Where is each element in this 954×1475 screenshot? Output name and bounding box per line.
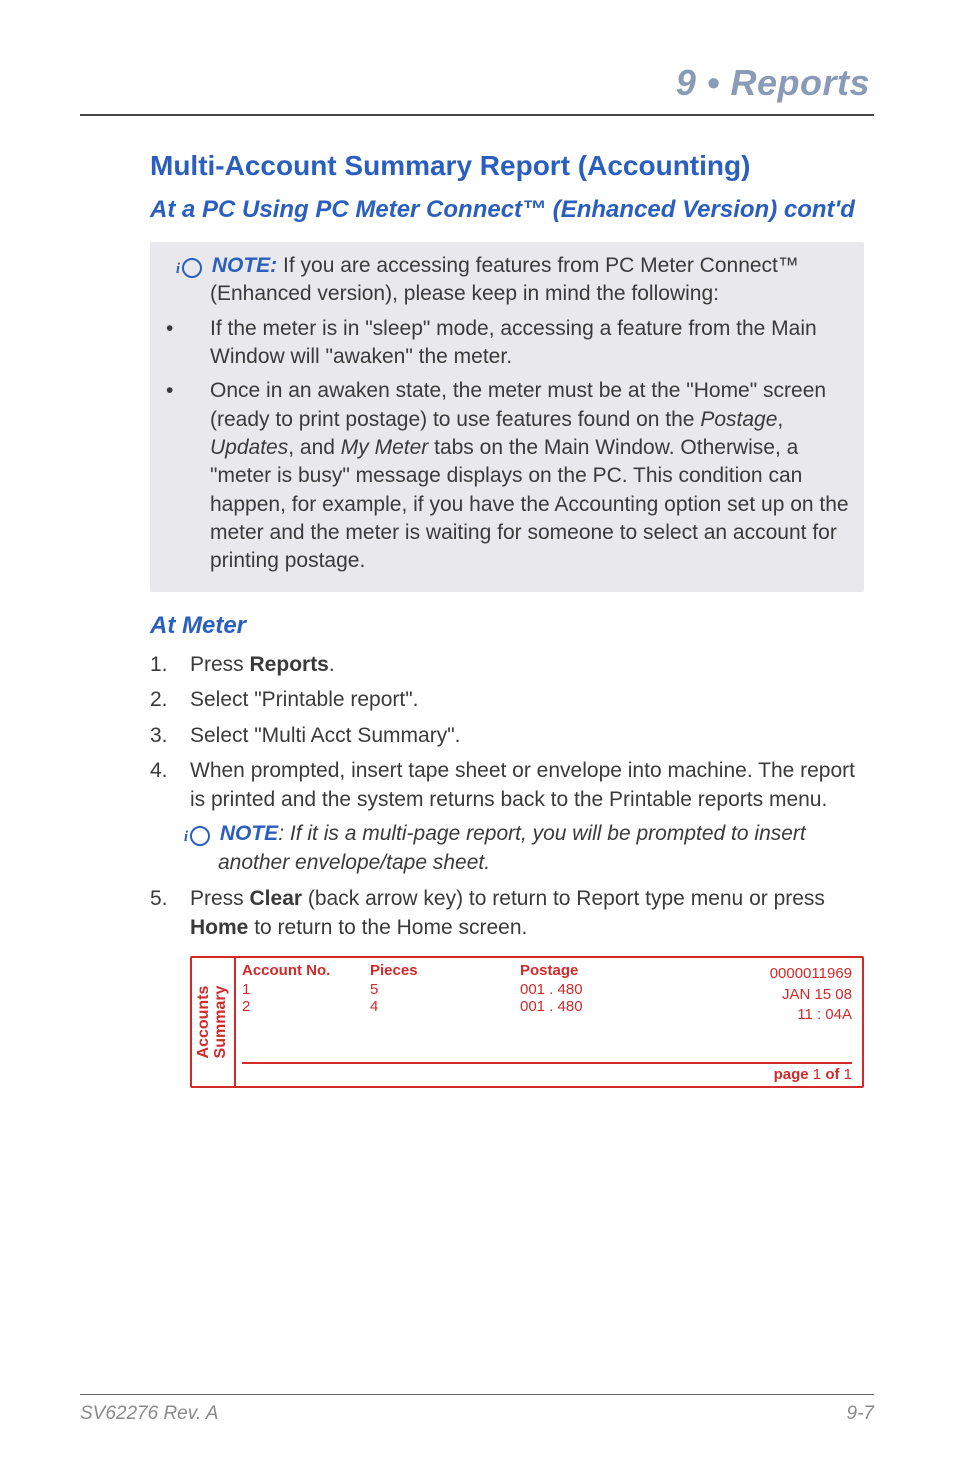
- bullet-icon: •: [188, 315, 210, 343]
- ordered-steps: 1. Press Reports. 2. Select "Printable r…: [150, 650, 864, 943]
- report-sample: Accounts Summary Account No. 1 2 Pieces: [190, 956, 864, 1088]
- t: Press: [190, 887, 250, 910]
- note-lead-text: If you are accessing features from PC Me…: [210, 254, 799, 305]
- step-num: 5.: [150, 884, 190, 943]
- nb2-i3: My Meter: [341, 436, 429, 459]
- t: .: [329, 653, 335, 676]
- t: Press: [190, 653, 250, 676]
- footer-row: SV62276 Rev. A 9-7: [80, 1403, 874, 1425]
- note-bullet-1-text: If the meter is in "sleep" mode, accessi…: [210, 317, 817, 368]
- col-header: Account No.: [242, 962, 370, 979]
- t: Reports: [250, 653, 329, 676]
- note-bullet-1: •If the meter is in "sleep" mode, access…: [164, 315, 850, 372]
- step-4: 4. When prompted, insert tape sheet or e…: [150, 756, 864, 878]
- step-num: 2.: [150, 685, 190, 714]
- page: 9 • Reports Multi-Account Summary Report…: [0, 0, 954, 1475]
- t: (back arrow key) to return to Report typ…: [302, 887, 825, 910]
- header-rule: [80, 114, 874, 116]
- cell: 2: [242, 998, 370, 1015]
- report-top: Account No. 1 2 Pieces 5 4 Postage 001 .…: [236, 958, 862, 1062]
- page-header: 9 • Reports: [80, 62, 874, 104]
- t: Accounts: [195, 986, 212, 1059]
- note-label: NOTE: [220, 822, 278, 845]
- step-2: 2. Select "Printable report".: [150, 685, 864, 714]
- footer-left: SV62276 Rev. A: [80, 1403, 218, 1425]
- step-num: 3.: [150, 721, 190, 750]
- heading-2: At a PC Using PC Meter Connect™ (Enhance…: [150, 196, 864, 224]
- step-body: When prompted, insert tape sheet or enve…: [190, 756, 864, 878]
- col-account: Account No. 1 2: [242, 962, 370, 1062]
- info-icon: i: [190, 826, 210, 846]
- nb2-m1: ,: [777, 408, 783, 431]
- report-side-text: Accounts Summary: [196, 986, 230, 1059]
- col-postage: Postage 001 . 480 001 . 480: [520, 962, 720, 1062]
- note-text: : If it is a multi-page report, you will…: [218, 822, 806, 874]
- col-meta: 0000011969 JAN 15 08 11 : 04A: [720, 962, 852, 1062]
- date: JAN 15 08: [720, 985, 852, 1005]
- step-num: 4.: [150, 756, 190, 878]
- step-body: Press Reports.: [190, 650, 864, 679]
- cell: 1: [242, 981, 370, 998]
- cell: 5: [370, 981, 520, 998]
- note-box: i NOTE: If you are accessing features fr…: [150, 242, 864, 592]
- heading-1: Multi-Account Summary Report (Accounting…: [150, 150, 864, 182]
- t: Clear: [250, 887, 303, 910]
- step-body: Select "Printable report".: [190, 685, 864, 714]
- col-header: Postage: [520, 962, 720, 979]
- step-body: Press Clear (back arrow key) to return t…: [190, 884, 864, 943]
- chapter-title: 9 • Reports: [676, 62, 870, 104]
- note-label: NOTE:: [212, 254, 277, 277]
- note-lead: i NOTE: If you are accessing features fr…: [164, 252, 850, 309]
- cell: 001 . 480: [520, 998, 720, 1015]
- heading-at-meter: At Meter: [150, 612, 864, 640]
- col-header: Pieces: [370, 962, 520, 979]
- cell: 001 . 480: [520, 981, 720, 998]
- bullet-icon: •: [188, 377, 210, 405]
- t: Summary: [212, 986, 229, 1059]
- note-bullet-2: •Once in an awaken state, the meter must…: [164, 377, 850, 575]
- t: 1: [813, 1066, 821, 1083]
- nb2-m2: , and: [288, 436, 341, 459]
- t: Home: [190, 916, 248, 939]
- step-1: 1. Press Reports.: [150, 650, 864, 679]
- t: When prompted, insert tape sheet or enve…: [190, 759, 855, 811]
- t: 1: [844, 1066, 852, 1083]
- t: page: [774, 1066, 809, 1083]
- t: to return to the Home screen.: [248, 916, 527, 939]
- report-body: Account No. 1 2 Pieces 5 4 Postage 001 .…: [236, 958, 862, 1086]
- report-box: Accounts Summary Account No. 1 2 Pieces: [190, 956, 864, 1088]
- step-body: Select "Multi Acct Summary".: [190, 721, 864, 750]
- serial: 0000011969: [720, 964, 852, 984]
- content: Multi-Account Summary Report (Accounting…: [80, 150, 874, 1088]
- t: of: [825, 1066, 839, 1083]
- step-4-note: i NOTE: If it is a multi-page report, yo…: [190, 819, 864, 878]
- step-5: 5. Press Clear (back arrow key) to retur…: [150, 884, 864, 943]
- footer-right: 9-7: [847, 1403, 874, 1425]
- step-num: 1.: [150, 650, 190, 679]
- page-footer: SV62276 Rev. A 9-7: [80, 1394, 874, 1425]
- cell: 4: [370, 998, 520, 1015]
- info-icon: i: [182, 258, 202, 278]
- col-pieces: Pieces 5 4: [370, 962, 520, 1062]
- footer-rule: [80, 1394, 874, 1395]
- nb2-i1: Postage: [700, 408, 777, 431]
- report-side-label: Accounts Summary: [192, 958, 236, 1086]
- report-pager: page 1 of 1: [242, 1062, 852, 1086]
- time: 11 : 04A: [720, 1005, 852, 1025]
- nb2-i2: Updates: [210, 436, 288, 459]
- step-3: 3. Select "Multi Acct Summary".: [150, 721, 864, 750]
